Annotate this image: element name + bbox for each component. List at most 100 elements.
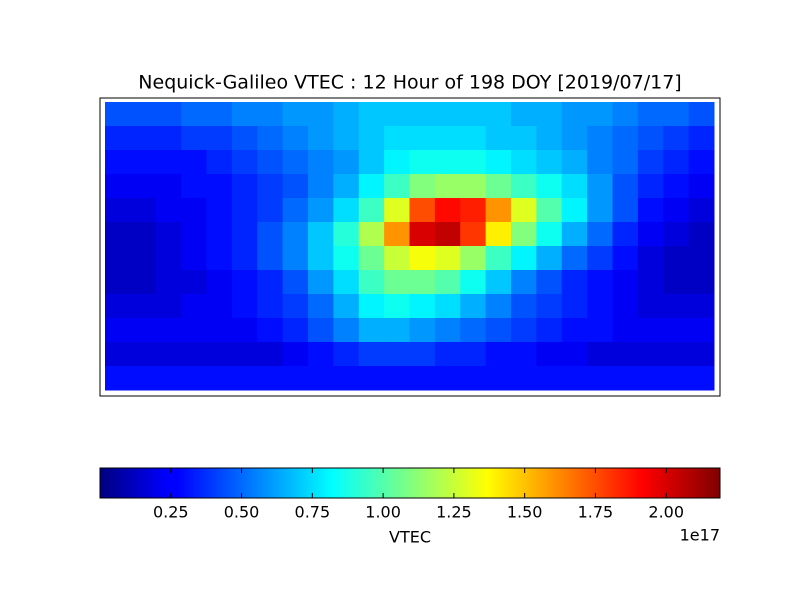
cell bbox=[130, 366, 157, 391]
cell bbox=[130, 126, 157, 151]
cell bbox=[511, 126, 537, 151]
cell bbox=[333, 102, 360, 127]
cell bbox=[130, 198, 157, 223]
cell bbox=[460, 270, 487, 295]
cell bbox=[536, 318, 563, 343]
cell bbox=[130, 318, 157, 343]
cell bbox=[105, 246, 131, 271]
cell bbox=[333, 270, 360, 295]
cell bbox=[688, 246, 715, 271]
cell bbox=[130, 150, 157, 175]
cell bbox=[612, 174, 639, 199]
cell bbox=[561, 102, 588, 127]
cell bbox=[282, 102, 309, 127]
cell bbox=[308, 222, 334, 247]
cell bbox=[587, 270, 613, 295]
cell bbox=[511, 222, 537, 247]
cell bbox=[434, 198, 461, 223]
cell bbox=[536, 366, 563, 391]
cell bbox=[409, 150, 436, 175]
cell bbox=[206, 174, 233, 199]
cell bbox=[511, 294, 537, 319]
cell bbox=[155, 150, 182, 175]
cell bbox=[688, 270, 715, 295]
cell bbox=[612, 366, 639, 391]
cell bbox=[409, 126, 436, 151]
cell bbox=[358, 126, 385, 151]
cell bbox=[511, 318, 537, 343]
cell bbox=[333, 318, 360, 343]
cell bbox=[105, 366, 131, 391]
cell bbox=[536, 222, 563, 247]
cell bbox=[231, 318, 258, 343]
cell bbox=[257, 102, 284, 127]
cell bbox=[206, 342, 233, 367]
cell bbox=[434, 174, 461, 199]
cell bbox=[637, 366, 664, 391]
cell bbox=[105, 102, 131, 127]
cell bbox=[663, 270, 690, 295]
colorbar-offset: 1e17 bbox=[680, 526, 720, 545]
colorbar-ticks: 0.25 0.50 0.75 1.00 1.25 1.50 1.75 2.00 bbox=[153, 468, 684, 522]
cell bbox=[257, 222, 284, 247]
colorbar-label: VTEC bbox=[389, 528, 431, 547]
cell bbox=[231, 150, 258, 175]
cell bbox=[511, 246, 537, 271]
cell bbox=[257, 318, 284, 343]
cell bbox=[511, 198, 537, 223]
cell bbox=[460, 126, 487, 151]
cell bbox=[587, 222, 613, 247]
cell bbox=[358, 294, 385, 319]
cell bbox=[155, 342, 182, 367]
cell bbox=[282, 366, 309, 391]
cell bbox=[282, 222, 309, 247]
cell bbox=[663, 366, 690, 391]
cell bbox=[587, 294, 613, 319]
cell bbox=[409, 102, 436, 127]
cell bbox=[612, 246, 639, 271]
colorbar-tick-label: 0.50 bbox=[224, 503, 260, 522]
cell bbox=[105, 126, 131, 151]
cell bbox=[587, 126, 613, 151]
cell bbox=[206, 222, 233, 247]
cell bbox=[358, 198, 385, 223]
colorbar-tick-label: 1.50 bbox=[507, 503, 543, 522]
cell bbox=[612, 318, 639, 343]
cell bbox=[536, 150, 563, 175]
cell bbox=[282, 174, 309, 199]
colorbar-tick-label: 1.00 bbox=[365, 503, 401, 522]
cell bbox=[612, 102, 639, 127]
cell bbox=[536, 102, 563, 127]
cell bbox=[206, 246, 233, 271]
cell bbox=[181, 174, 207, 199]
cell bbox=[206, 294, 233, 319]
cell bbox=[612, 342, 639, 367]
cell bbox=[637, 246, 664, 271]
cell bbox=[409, 246, 436, 271]
cell bbox=[206, 150, 233, 175]
cell bbox=[206, 270, 233, 295]
cell bbox=[308, 174, 334, 199]
cell bbox=[688, 126, 715, 151]
cell bbox=[282, 246, 309, 271]
cell bbox=[663, 174, 690, 199]
cell bbox=[637, 198, 664, 223]
cell bbox=[485, 318, 512, 343]
cell bbox=[181, 246, 207, 271]
colorbar-tick-label: 0.75 bbox=[295, 503, 331, 522]
cell bbox=[231, 126, 258, 151]
cell bbox=[308, 270, 334, 295]
cell bbox=[561, 342, 588, 367]
cell bbox=[409, 270, 436, 295]
cell bbox=[155, 198, 182, 223]
cell bbox=[587, 198, 613, 223]
cell bbox=[358, 270, 385, 295]
cell bbox=[282, 198, 309, 223]
cell bbox=[181, 126, 207, 151]
cell bbox=[688, 294, 715, 319]
cell bbox=[333, 174, 360, 199]
cell bbox=[409, 342, 436, 367]
cell bbox=[155, 366, 182, 391]
cell bbox=[561, 174, 588, 199]
cell bbox=[612, 270, 639, 295]
